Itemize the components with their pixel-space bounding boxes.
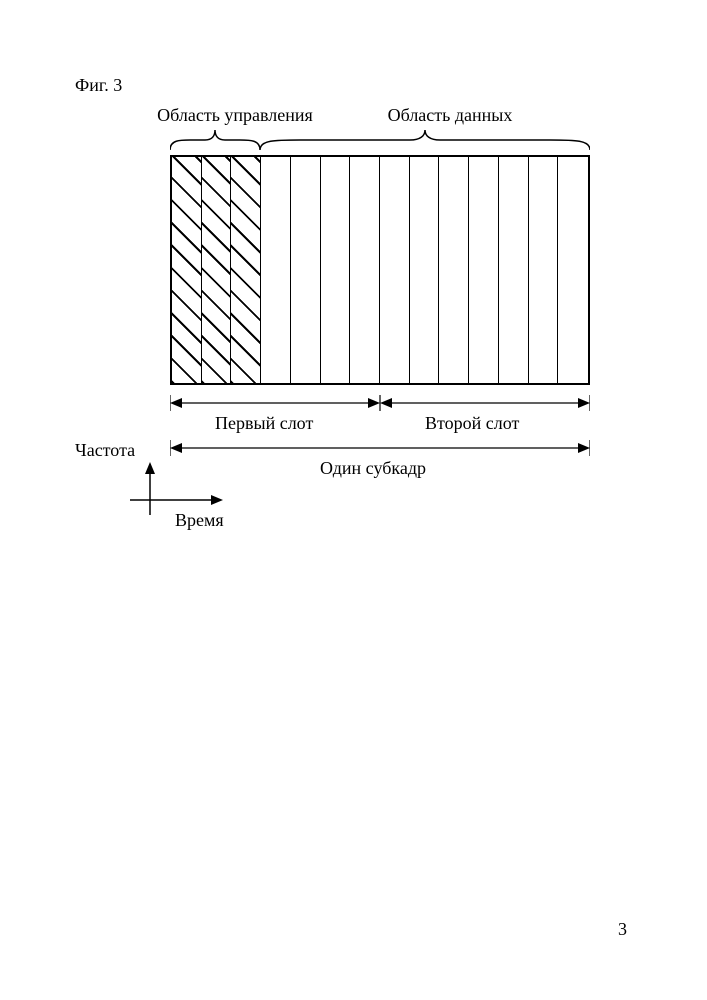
second-slot-arrow <box>380 393 590 413</box>
ofdm-symbol-13 <box>558 157 588 383</box>
time-axis-label: Время <box>175 510 224 531</box>
ofdm-symbol-2 <box>231 157 261 383</box>
subframe-arrow <box>170 438 590 458</box>
frequency-axis-label: Частота <box>75 440 135 461</box>
ofdm-symbol-8 <box>410 157 440 383</box>
first-slot-label: Первый слот <box>215 413 313 434</box>
ofdm-symbol-7 <box>380 157 410 383</box>
ofdm-symbol-10 <box>469 157 499 383</box>
data-region-label: Область данных <box>350 105 550 126</box>
first-slot-arrow <box>170 393 380 413</box>
control-region-label: Область управления <box>150 105 320 126</box>
ofdm-symbol-9 <box>439 157 469 383</box>
ofdm-symbol-0 <box>172 157 202 383</box>
ofdm-symbol-4 <box>291 157 321 383</box>
ofdm-symbol-6 <box>350 157 380 383</box>
figure-caption: Фиг. 3 <box>75 75 122 96</box>
ofdm-symbol-5 <box>321 157 351 383</box>
subframe-label: Один субкадр <box>320 458 426 479</box>
page-number: 3 <box>618 919 627 940</box>
second-slot-label: Второй слот <box>425 413 519 434</box>
subframe-grid <box>170 155 590 385</box>
data-region-brace <box>260 128 590 152</box>
ofdm-symbol-3 <box>261 157 291 383</box>
ofdm-symbol-1 <box>202 157 232 383</box>
ofdm-symbol-12 <box>529 157 559 383</box>
control-region-brace <box>170 128 260 152</box>
ofdm-symbol-11 <box>499 157 529 383</box>
